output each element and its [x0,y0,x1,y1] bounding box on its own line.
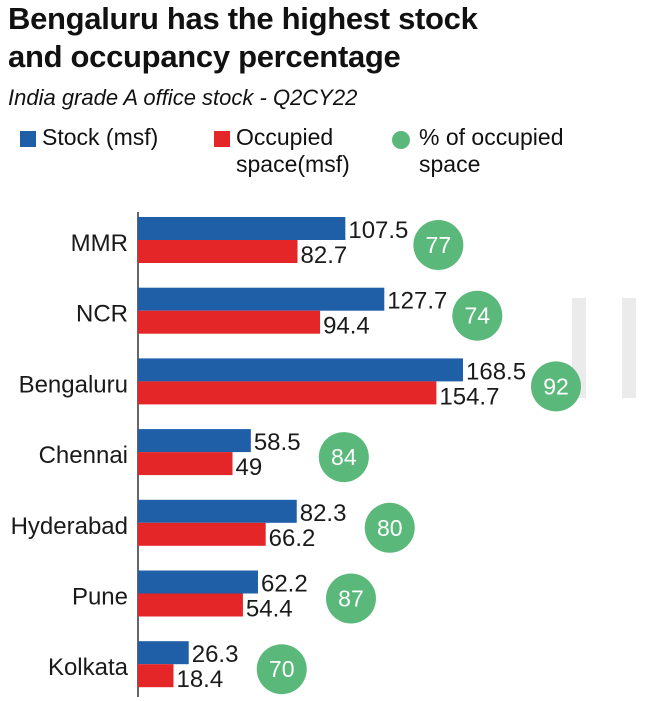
percent-label: 77 [426,232,452,258]
percent-circle [325,573,376,624]
category-label: NCR [76,301,128,328]
occupied-bar [138,452,233,476]
stock-bar [138,287,385,311]
occupied-value-label: 94.4 [323,313,370,340]
percent-circle [531,361,581,412]
legend-stock-line-1: Stock (msf) [42,124,159,150]
stock-value-label: 127.7 [387,288,447,315]
title-line-1: Bengaluru has the highest stock [8,1,478,36]
category-label: Pune [72,584,128,611]
stock-value-label: 82.3 [300,500,347,527]
stock-value-label: 168.5 [466,358,526,385]
occupied-value-label: 18.4 [176,666,223,693]
stock-value-label: 58.5 [254,429,301,456]
occupied-bar [138,664,174,688]
background-stripe [622,298,636,398]
category-label: Bengaluru [19,371,128,398]
occupied-value-label: 66.2 [269,525,316,552]
stock-bar [138,499,297,523]
occupied-bar [138,310,321,334]
legend-occupied-line-1: Occupied [236,124,334,150]
occupied-value-label: 49 [236,454,263,481]
category-label: Hyderabad [11,513,128,540]
stock-value-label: 26.3 [192,641,239,668]
legend-occupied-label: Occupied space(msf) [236,124,350,178]
stock-bar [138,570,258,594]
percent-circle [318,432,369,483]
percent-label: 92 [543,373,569,399]
chart-subtitle: India grade A office stock - Q2CY22 [8,85,358,110]
occupied-value-label: 154.7 [439,383,499,410]
percent-label: 84 [331,444,357,470]
stock-bar [138,358,463,382]
stock-bar [138,217,346,240]
legend-stock-label: Stock (msf) [42,124,158,151]
stock-bar [138,429,251,453]
stock-value-label: 62.2 [261,571,308,598]
title-line-2: and occupancy percentage [8,39,401,74]
percent-circle [256,644,307,695]
occupied-value-label: 54.4 [246,596,293,623]
percent-circle [452,290,503,341]
category-label: Kolkata [48,654,129,681]
percent-label: 74 [465,303,491,329]
legend-occupied-swatch [214,131,230,147]
category-label: MMR [71,230,128,257]
category-label: Chennai [39,442,128,469]
stock-value-label: 107.5 [348,217,408,244]
percent-label: 80 [377,515,403,541]
legend-stock-swatch [20,131,36,147]
occupied-bar [138,381,437,405]
stock-bar [138,641,189,665]
percent-circle [413,220,464,270]
legend-percent-line-2: space [419,151,481,177]
occupied-value-label: 82.7 [301,242,348,269]
percent-circle [364,502,415,553]
chart-title: Bengaluru has the highest stock and occu… [8,0,648,76]
bar-chart: MMR 107.582.7 77 NCR 127.7 94.4 74 Bengaluru 168… [11,212,581,697]
legend-percent-label: % of occupied space [419,124,563,178]
occupied-bar [138,522,266,546]
legend-percent-line-1: % of occupied [419,124,564,150]
legend-percent-swatch [392,131,410,149]
legend-occupied-line-2: space(msf) [236,151,350,177]
occupied-bar [138,240,298,263]
occupied-bar [138,593,243,617]
percent-label: 70 [269,656,295,682]
percent-label: 87 [338,586,364,612]
